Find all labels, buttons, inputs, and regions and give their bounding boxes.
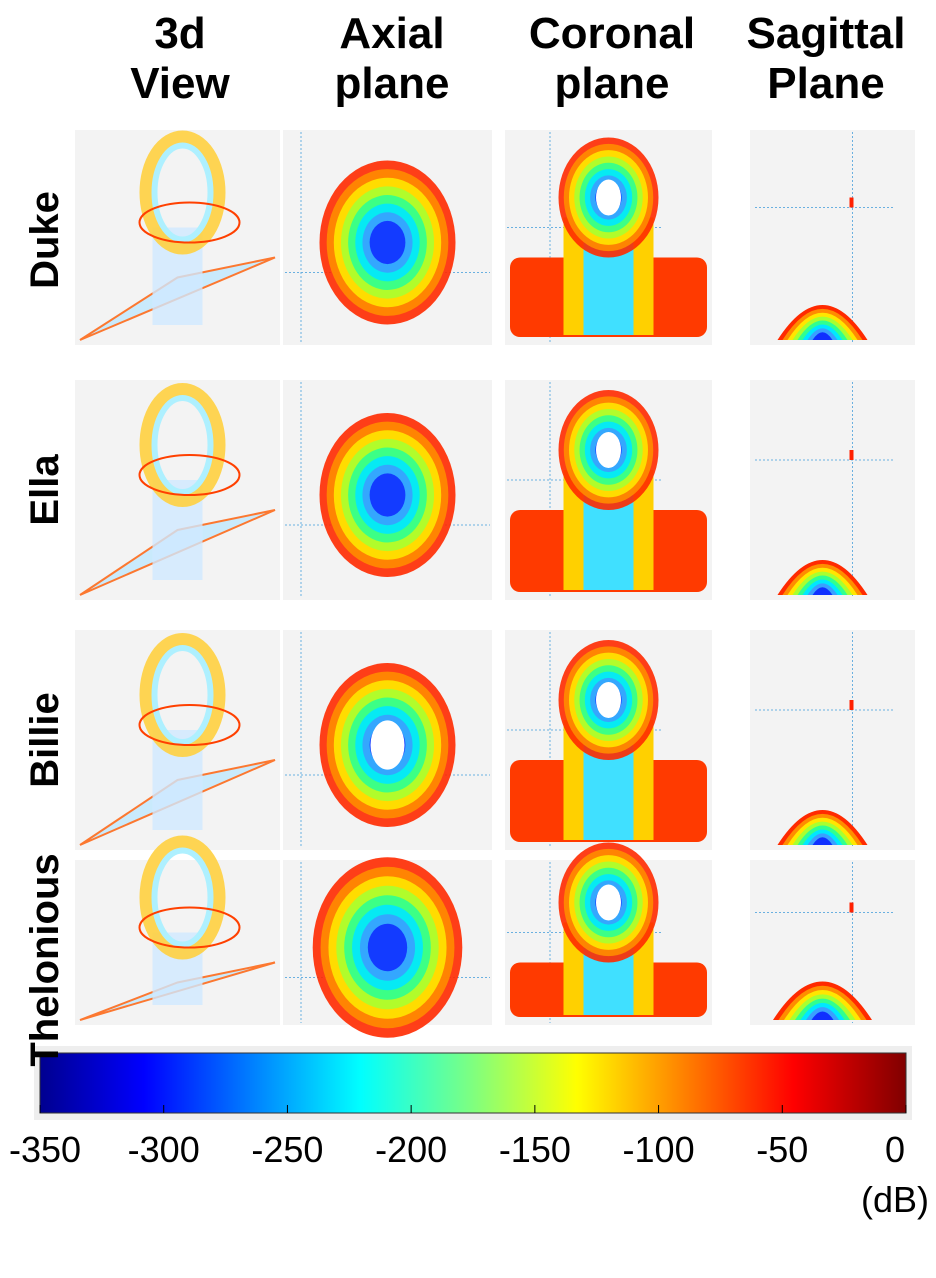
- image-panel: [505, 380, 712, 600]
- tick-label: -350: [9, 1129, 81, 1170]
- image-panel: [283, 630, 492, 850]
- ear: [850, 700, 854, 710]
- cavity: [596, 885, 621, 921]
- colorbar: [40, 1053, 906, 1113]
- figure: (dB) 3dView Axialplane Coronalplane Sagitta…: [0, 0, 936, 1278]
- tick-label: -250: [251, 1129, 323, 1170]
- image-panel: [283, 380, 492, 600]
- image-panel: [75, 843, 280, 1026]
- ear: [850, 450, 854, 460]
- image-panels: [75, 130, 915, 1038]
- image-panel: [750, 860, 915, 1025]
- row-label: Ella: [23, 454, 67, 526]
- cavity: [371, 720, 405, 769]
- tissue: [370, 473, 406, 516]
- tick-label: -300: [128, 1129, 200, 1170]
- ear: [850, 903, 854, 913]
- tissue: [370, 221, 406, 264]
- cavity: [596, 682, 621, 718]
- tick-label: 0: [885, 1129, 905, 1170]
- tick-label: -50: [756, 1129, 808, 1170]
- tick-label: -200: [375, 1129, 447, 1170]
- image-panel: [750, 130, 915, 345]
- colorbar-unit: (dB): [861, 1179, 929, 1220]
- row-label: Thelonious: [23, 853, 67, 1066]
- image-panel: [505, 843, 712, 1026]
- image-panel: [283, 130, 492, 345]
- row-label: Duke: [23, 191, 67, 289]
- row-label: Billie: [23, 692, 67, 788]
- image-panel: [75, 380, 280, 600]
- tick-label: -100: [623, 1129, 695, 1170]
- image-panel: [750, 380, 915, 600]
- tissue: [368, 924, 407, 971]
- image-panel: [505, 130, 712, 345]
- ear: [850, 198, 854, 208]
- cavity: [596, 180, 621, 216]
- cavity: [596, 432, 621, 468]
- image-panel: [75, 630, 280, 850]
- image-panel: [505, 630, 712, 850]
- image-panel: [75, 130, 280, 345]
- image-panel: [283, 857, 492, 1037]
- tick-label: -150: [499, 1129, 571, 1170]
- image-panel: [750, 630, 915, 850]
